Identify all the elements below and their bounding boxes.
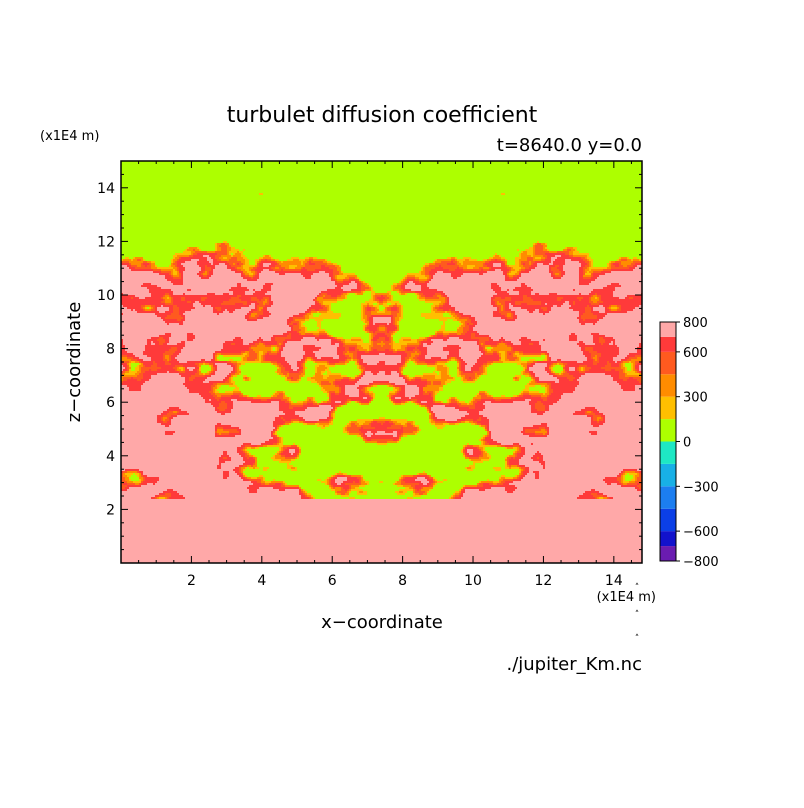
x-unit-label: (x1E4 m): [597, 590, 656, 605]
colorbar-swatch: [660, 351, 676, 375]
colorbar-swatch: [660, 419, 676, 442]
plot-frame: [120, 160, 643, 564]
y-tick-label: 12: [97, 234, 115, 250]
y-axis: 2 4 6 8 10 12 14: [97, 173, 642, 551]
x-tick-label: 4: [257, 573, 266, 589]
y-tick-label: 14: [97, 181, 115, 197]
chart-subtitle: t=8640.0 y=0.0: [497, 135, 642, 156]
colorbar-swatch: [660, 374, 676, 397]
colorbar-swatch: [660, 546, 676, 561]
colorbar-tick-label: 0: [683, 436, 691, 451]
colorbar-tick-label: 600: [683, 346, 708, 361]
colorbar-swatch: [660, 396, 676, 420]
stray-marks: ˄ ˄ ˄: [635, 583, 640, 644]
colorbar-tick-label: 300: [683, 391, 708, 406]
chart-title: turbulet diffusion coefficient: [227, 103, 538, 128]
x-tick-label: 14: [605, 573, 623, 589]
contour-level-region: [121, 161, 642, 499]
x-axis-title: x−coordinate: [321, 612, 443, 633]
colorbar-swatch: [660, 463, 676, 487]
colorbar-tick-label: −300: [683, 480, 719, 495]
colorbar-swatch: [660, 531, 676, 547]
y-tick-label: 6: [106, 395, 115, 411]
y-tick-label: 4: [106, 449, 115, 465]
colorbar-tick-label: 800: [683, 316, 708, 331]
x-axis: 2 4 6 8 10 12 14: [138, 161, 632, 589]
colorbar-tick-label: −600: [683, 525, 719, 540]
source-file-label: ./jupiter_Km.nc: [506, 654, 642, 675]
z-unit-label: (x1E4 m): [40, 129, 99, 144]
y-tick-label: 10: [97, 288, 115, 304]
colorbar-swatch: [660, 336, 676, 352]
colorbar-swatch: [660, 441, 676, 464]
contour-field: [121, 161, 642, 563]
contour-level-region: [121, 255, 642, 563]
colorbar-tick-label: −800: [683, 555, 719, 570]
colorbar-swatch: [660, 322, 676, 337]
y-axis-title: z−coordinate: [64, 302, 85, 423]
stray-mark: ˄: [635, 583, 640, 593]
stray-mark: ˄: [635, 634, 640, 644]
y-tick-label: 2: [106, 502, 115, 518]
x-tick-label: 2: [187, 573, 196, 589]
colorbar: 800 600 300 0 −300 −600 −800: [659, 316, 719, 570]
stray-mark: ˄: [635, 610, 640, 620]
colorbar-swatch: [660, 486, 676, 509]
y-tick-label: 8: [106, 342, 115, 358]
x-tick-label: 10: [464, 573, 482, 589]
contour-level-region: [121, 243, 642, 499]
x-tick-label: 8: [398, 573, 407, 589]
x-tick-label: 6: [328, 573, 337, 589]
x-tick-label: 12: [535, 573, 553, 589]
colorbar-swatch: [660, 508, 676, 532]
